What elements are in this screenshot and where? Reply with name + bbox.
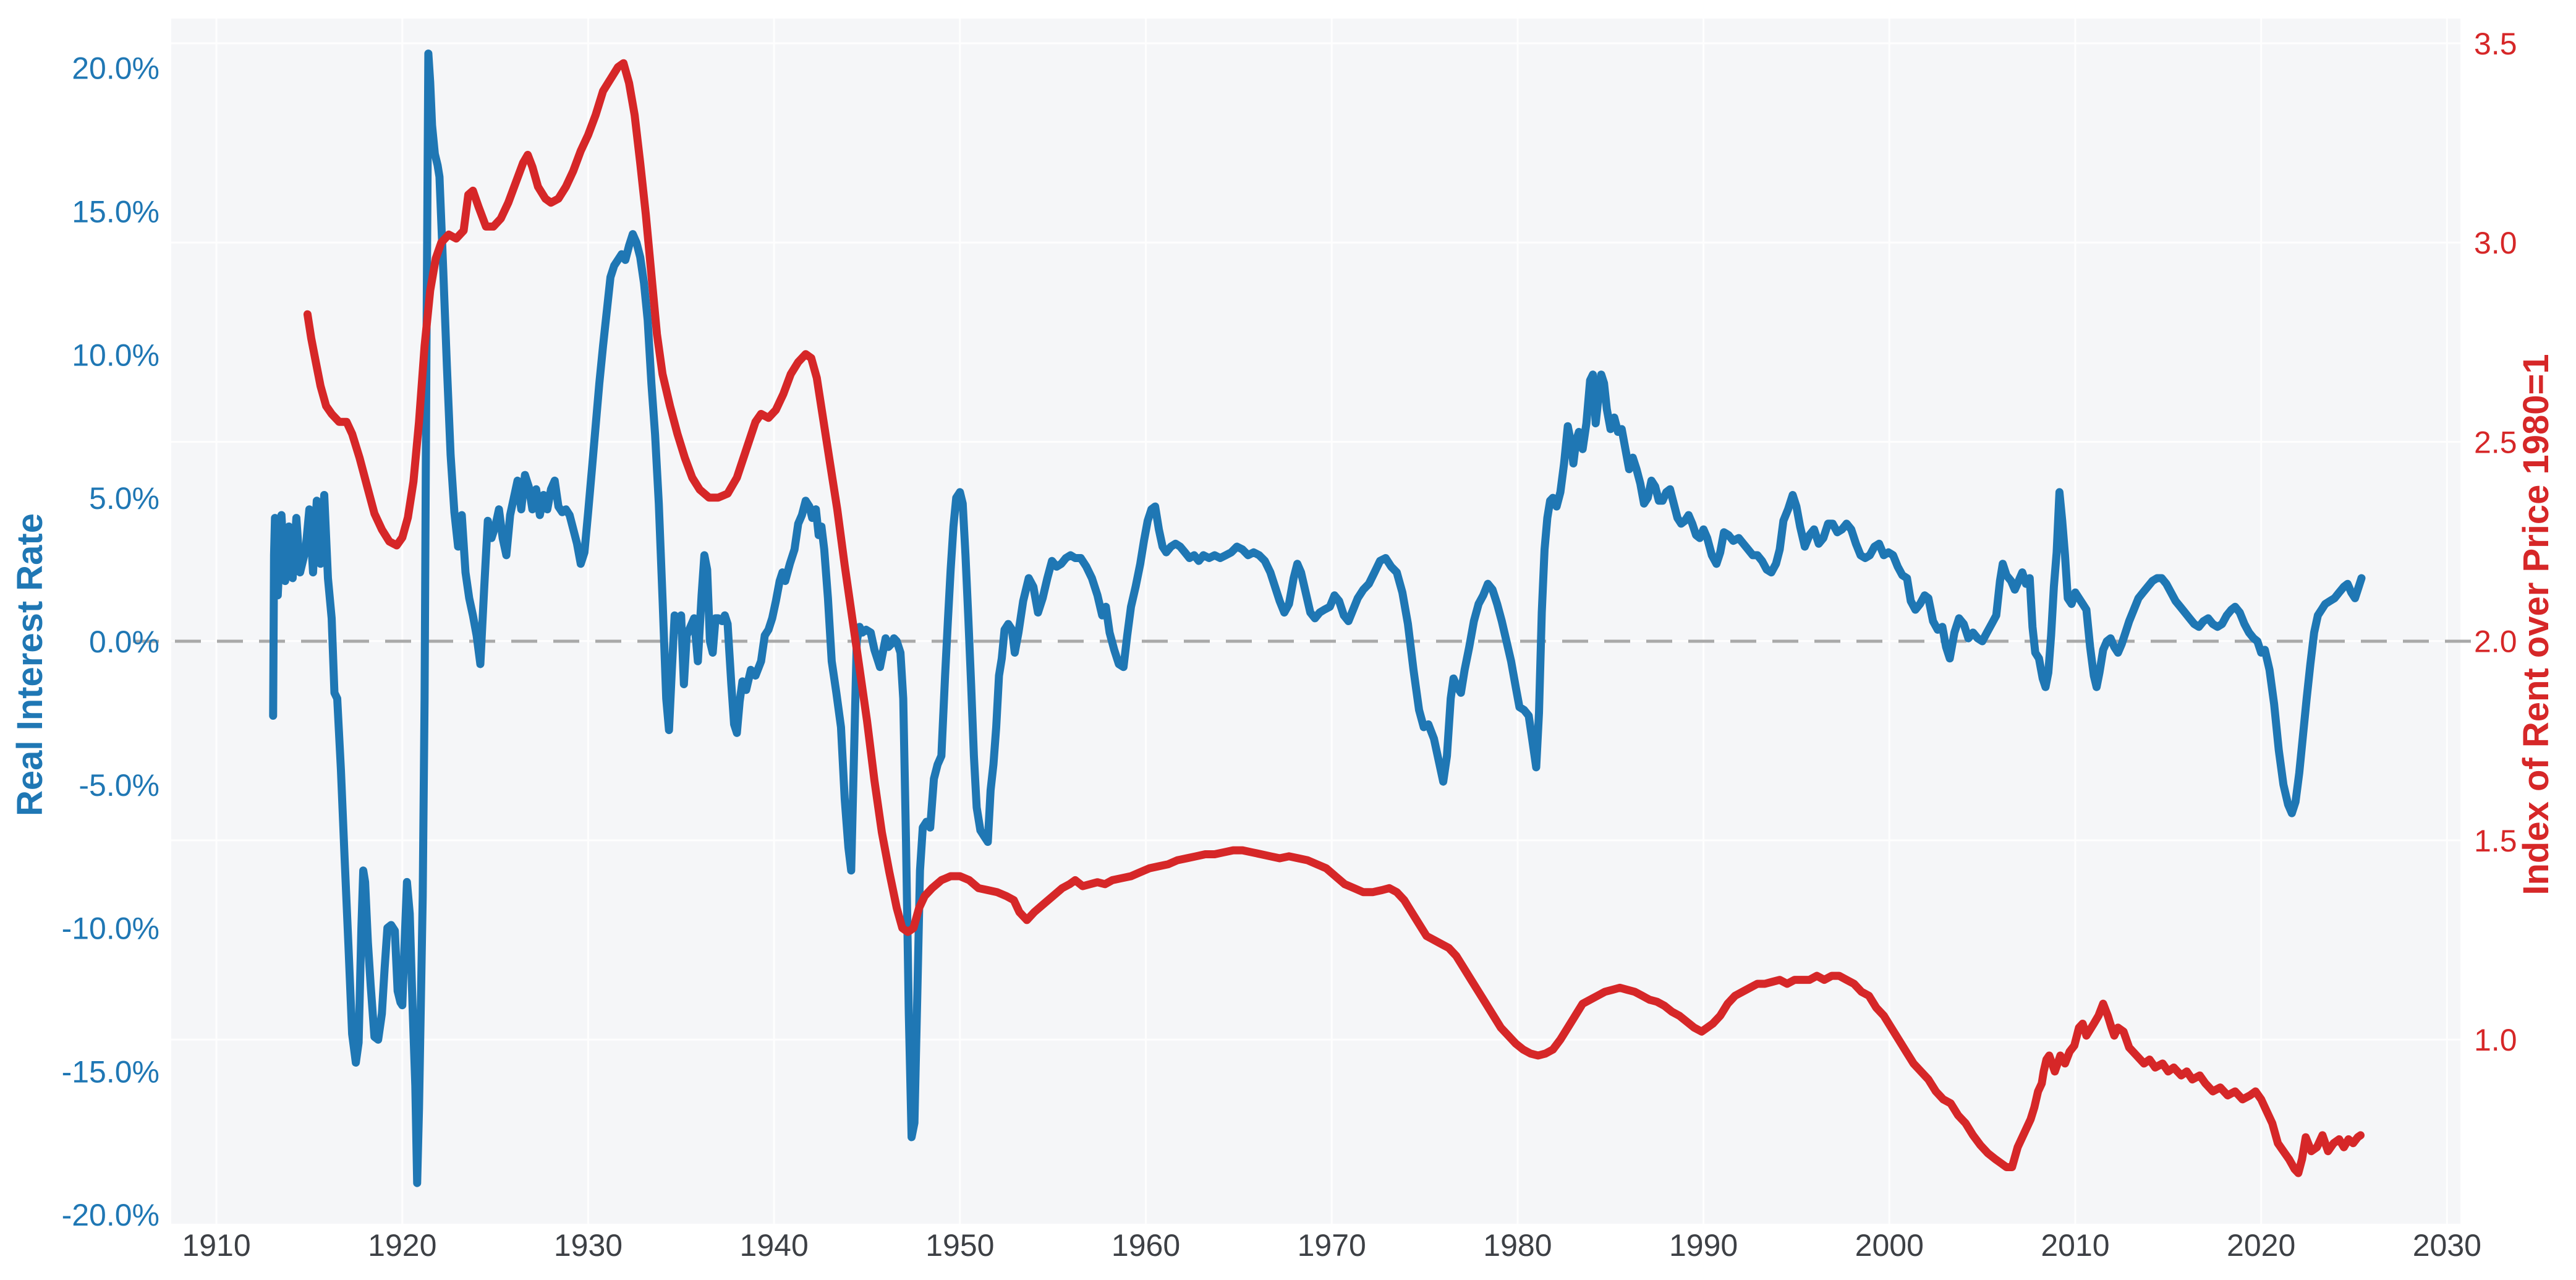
x-tick-label: 1960 bbox=[1112, 1228, 1180, 1263]
y-left-tick-label: 20.0% bbox=[72, 51, 159, 86]
x-tick-label: 2010 bbox=[2041, 1228, 2109, 1263]
y-left-tick-label: 5.0% bbox=[89, 481, 159, 516]
y-left-tick-label: 0.0% bbox=[89, 625, 159, 659]
y-right-tick-label: 1.0 bbox=[2474, 1023, 2517, 1057]
x-tick-label: 2030 bbox=[2413, 1228, 2481, 1263]
x-tick-label: 1990 bbox=[1669, 1228, 1738, 1263]
y-left-tick-label: 10.0% bbox=[72, 338, 159, 372]
real-interest-rate-line bbox=[269, 49, 2366, 1187]
rent-price-index-line bbox=[303, 59, 2365, 1177]
x-tick-label: 2000 bbox=[1855, 1228, 1924, 1263]
y-left-tick-label: 15.0% bbox=[72, 195, 159, 229]
x-tick-label: 1970 bbox=[1298, 1228, 1366, 1263]
x-tick-label: 1920 bbox=[368, 1228, 436, 1263]
x-tick-label: 1940 bbox=[740, 1228, 809, 1263]
y-right-tick-label: 1.5 bbox=[2474, 824, 2517, 858]
right-axis-title: Index of Rent over Price 1980=1 bbox=[2516, 354, 2556, 895]
y-right-tick-label: 3.5 bbox=[2474, 27, 2517, 61]
y-right-tick-label: 2.0 bbox=[2474, 625, 2517, 659]
left-axis-title: Real Interest Rate bbox=[10, 513, 50, 816]
y-left-tick-label: -20.0% bbox=[62, 1198, 159, 1232]
x-tick-label: 1910 bbox=[182, 1228, 250, 1263]
tick-labels-group: 20.0% 15.0% 10.0% 5.0% 0.0% -5.0% -10.0% -15.0%… bbox=[62, 27, 2517, 1263]
y-left-tick-label: -10.0% bbox=[62, 911, 159, 946]
x-tick-label: 1980 bbox=[1483, 1228, 1552, 1263]
x-tick-label: 2020 bbox=[2227, 1228, 2295, 1263]
x-tick-label: 1930 bbox=[554, 1228, 623, 1263]
y-right-tick-label: 2.5 bbox=[2474, 425, 2517, 459]
y-left-tick-label: -15.0% bbox=[62, 1054, 159, 1089]
series-group bbox=[269, 49, 2366, 1187]
y-left-tick-label: -5.0% bbox=[79, 768, 159, 803]
y-right-tick-label: 3.0 bbox=[2474, 226, 2517, 260]
x-tick-label: 1950 bbox=[925, 1228, 994, 1263]
